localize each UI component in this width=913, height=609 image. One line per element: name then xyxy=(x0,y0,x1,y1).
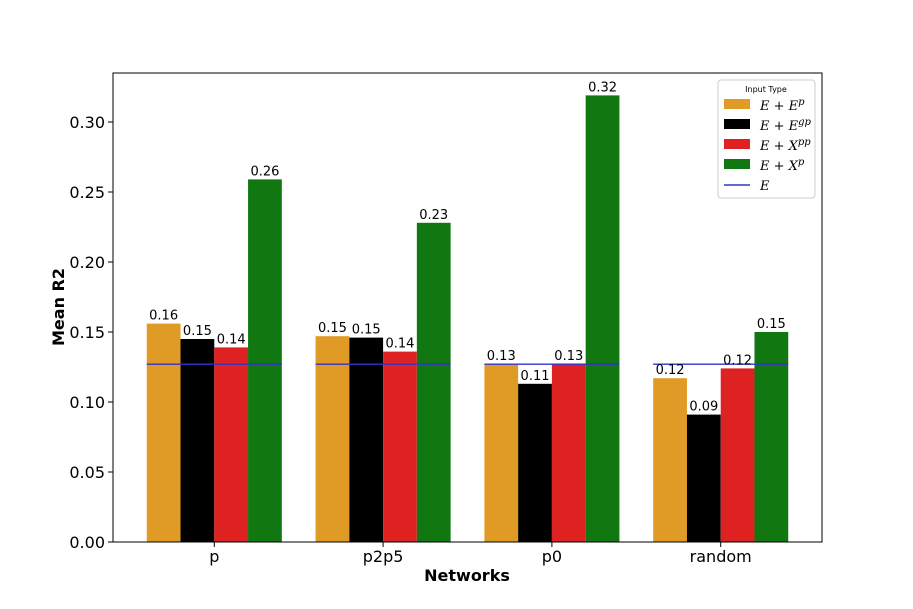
x-tick-label: p2p5 xyxy=(363,547,404,566)
legend-label: E + Xpp xyxy=(759,137,811,154)
y-tick-label: 0.05 xyxy=(69,463,105,482)
bar xyxy=(720,368,755,542)
legend-title: Input Type xyxy=(745,85,787,94)
data-label: 0.12 xyxy=(723,353,752,368)
bar xyxy=(315,336,350,542)
y-tick-label: 0.00 xyxy=(69,533,105,552)
y-tick-label: 0.10 xyxy=(69,393,105,412)
data-label: 0.12 xyxy=(656,363,685,378)
y-tick-label: 0.15 xyxy=(69,323,105,342)
data-label: 0.23 xyxy=(419,208,448,223)
legend-swatch xyxy=(724,119,750,129)
bar xyxy=(653,378,687,542)
bar xyxy=(416,222,451,543)
legend: Input Type E + Ep E + Egp E + Xpp E + Xp E xyxy=(717,79,816,199)
y-tick-label: 0.20 xyxy=(69,253,105,272)
bars-layer xyxy=(146,95,789,543)
bar xyxy=(754,332,789,542)
data-label: 0.15 xyxy=(318,321,347,336)
legend-label: E + Xp xyxy=(759,157,805,174)
bar xyxy=(146,323,181,542)
x-axis: p p2p5 p0 random xyxy=(209,542,752,566)
data-label: 0.16 xyxy=(149,309,178,324)
bar xyxy=(248,179,282,542)
x-tick-label: p xyxy=(209,547,219,566)
data-label: 0.14 xyxy=(217,332,246,347)
legend-label: E + Ep xyxy=(759,97,805,114)
x-axis-title: Networks xyxy=(424,566,510,585)
y-tick-label: 0.30 xyxy=(69,113,105,132)
legend-swatch xyxy=(724,139,750,149)
bar xyxy=(585,95,620,543)
data-labels-layer: 0.16 0.15 0.14 0.26 0.15 0.15 0.14 0.23 0.13 0.11… xyxy=(149,80,786,414)
data-label: 0.32 xyxy=(588,80,617,95)
data-label: 0.15 xyxy=(352,323,381,338)
data-label: 0.13 xyxy=(554,349,583,364)
x-tick-label: p0 xyxy=(542,547,562,566)
data-label: 0.14 xyxy=(385,337,414,352)
bar xyxy=(383,351,417,542)
data-label: 0.13 xyxy=(487,349,516,364)
bar xyxy=(551,364,586,542)
legend-swatch xyxy=(724,99,750,109)
plot-frame xyxy=(112,72,823,543)
bar xyxy=(349,337,384,542)
bar xyxy=(518,383,552,542)
data-label: 0.15 xyxy=(183,324,212,339)
y-tick-label: 0.25 xyxy=(69,183,105,202)
legend-label: E xyxy=(759,179,770,194)
legend-label: E + Egp xyxy=(759,117,812,134)
data-label: 0.11 xyxy=(521,369,550,384)
bar xyxy=(180,339,215,542)
bar xyxy=(686,414,721,542)
y-axis: 0.00 0.05 0.10 0.15 0.20 0.25 0.30 xyxy=(69,113,113,552)
y-axis-title: Mean R2 xyxy=(49,268,68,346)
data-label: 0.09 xyxy=(689,400,718,415)
data-label: 0.15 xyxy=(757,317,786,332)
bar xyxy=(484,364,519,542)
legend-swatch xyxy=(724,159,750,169)
bar xyxy=(214,347,249,542)
x-tick-label: random xyxy=(690,547,752,566)
data-label: 0.26 xyxy=(250,164,279,179)
